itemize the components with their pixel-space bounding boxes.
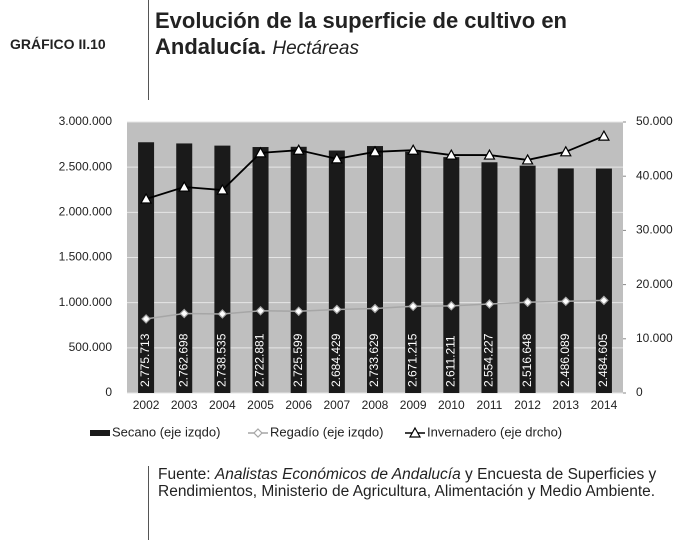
line-marker <box>559 145 572 157</box>
x-tick-label: 2008 <box>362 398 389 412</box>
bar-value-label: 2.671.215 <box>405 333 419 387</box>
bar-value-label: 2.554.227 <box>482 333 496 387</box>
bar <box>138 142 155 393</box>
bar-value-label: 2.733.629 <box>367 333 381 387</box>
line-marker <box>178 180 191 192</box>
line-marker <box>293 306 304 317</box>
chart: 0 500.000 1.000.000 1.500.000 2.000.000 2.500… <box>59 114 673 439</box>
bar-value-label: 2.611.211 <box>443 335 457 387</box>
x-tick-label: 2009 <box>400 398 427 412</box>
divider <box>148 0 149 100</box>
bar <box>481 162 498 393</box>
x-tick-label: 2014 <box>591 398 618 412</box>
legend-label: Invernadero (eje drcho) <box>427 424 562 439</box>
y-tick-label: 2.000.000 <box>59 205 113 219</box>
source-rest: y Encuesta de Superficies y Rendimientos… <box>158 466 657 500</box>
y2-tick-label: 20.000 <box>636 277 673 291</box>
line-marker <box>484 299 495 309</box>
x-tick-label: 2005 <box>247 398 274 412</box>
bar-value-label: 2.484.605 <box>596 333 610 387</box>
line-marker <box>408 301 419 312</box>
line-marker <box>560 296 571 307</box>
line-marker <box>368 145 382 157</box>
bar <box>519 165 536 393</box>
y-tick-label: 1.000.000 <box>59 295 113 309</box>
line-marker <box>446 300 457 311</box>
x-tick-label: 2003 <box>171 398 198 412</box>
title-block: Evolución de la superficie de cultivo en… <box>155 8 605 62</box>
legend-label: Secano (eje izqdo) <box>112 424 220 439</box>
source: Fuente: Analistas Económicos de Andalucí… <box>158 466 698 500</box>
bar-value-label: 2.684.429 <box>329 333 343 387</box>
line-marker <box>330 152 343 164</box>
legend-swatch <box>90 430 110 436</box>
bar <box>328 150 345 393</box>
bar <box>214 145 231 393</box>
line-marker <box>597 129 610 141</box>
y-tick-label: 3.000.000 <box>59 114 113 128</box>
y2-tick-label: 0 <box>636 385 643 399</box>
y-tick-label: 0 <box>105 385 112 399</box>
bar <box>405 151 422 393</box>
bar <box>176 143 193 393</box>
line-marker <box>522 297 533 308</box>
line-marker <box>216 183 229 195</box>
bar-value-label: 2.516.648 <box>520 333 534 387</box>
bar <box>557 168 574 393</box>
line-marker <box>255 305 266 316</box>
chart-subtitle: Hectáreas <box>272 38 359 59</box>
bar <box>367 146 383 393</box>
x-tick-label: 2011 <box>477 398 503 412</box>
bar <box>443 157 460 393</box>
line-marker <box>599 295 609 306</box>
line-marker <box>370 303 380 314</box>
figure-label: GRÁFICO II.10 <box>10 36 106 52</box>
y2-tick-label: 10.000 <box>636 331 673 345</box>
source-italic: Analistas Económicos de Andalucía <box>214 466 461 483</box>
y-tick-label: 1.500.000 <box>59 250 113 264</box>
x-tick-label: 2007 <box>323 398 350 412</box>
line-marker <box>292 143 305 155</box>
bar-value-label: 2.486.089 <box>558 333 572 387</box>
line-marker <box>141 314 151 324</box>
source-prefix: Fuente: <box>158 466 211 483</box>
line-marker <box>217 309 228 319</box>
bar <box>595 168 612 393</box>
x-tick-label: 2006 <box>285 398 312 412</box>
y-tick-label: 2.500.000 <box>59 159 113 173</box>
y2-tick-label: 40.000 <box>636 168 673 182</box>
divider <box>148 466 149 540</box>
x-tick-label: 2004 <box>209 398 236 412</box>
line-marker <box>483 148 496 160</box>
line-marker <box>521 153 534 165</box>
bar-value-label: 2.725.599 <box>291 333 305 387</box>
line-marker <box>179 308 190 319</box>
legend-label: Regadío (eje izqdo) <box>270 424 383 439</box>
y-tick-label: 500.000 <box>69 340 113 354</box>
chart-title: Evolución de la superficie de cultivo en… <box>155 8 567 59</box>
bar <box>290 146 307 393</box>
line-marker <box>140 192 153 204</box>
x-tick-label: 2012 <box>514 398 541 412</box>
x-tick-label: 2002 <box>133 398 160 412</box>
x-tick-label: 2010 <box>438 398 465 412</box>
x-tick-label: 2013 <box>552 398 579 412</box>
line-marker <box>254 146 267 158</box>
line-marker <box>445 148 458 160</box>
bar <box>252 147 269 393</box>
legend-marker <box>408 426 422 438</box>
line-marker <box>407 143 420 155</box>
y2-tick-label: 50.000 <box>636 114 673 128</box>
bar-value-label: 2.722.881 <box>253 333 267 387</box>
legend-marker <box>253 428 263 438</box>
bar-value-label: 2.762.698 <box>176 333 190 387</box>
line-marker <box>331 304 342 315</box>
bar-value-label: 2.738.535 <box>215 333 229 387</box>
bar-value-label: 2.775.713 <box>138 333 152 387</box>
y2-tick-label: 30.000 <box>636 223 673 237</box>
